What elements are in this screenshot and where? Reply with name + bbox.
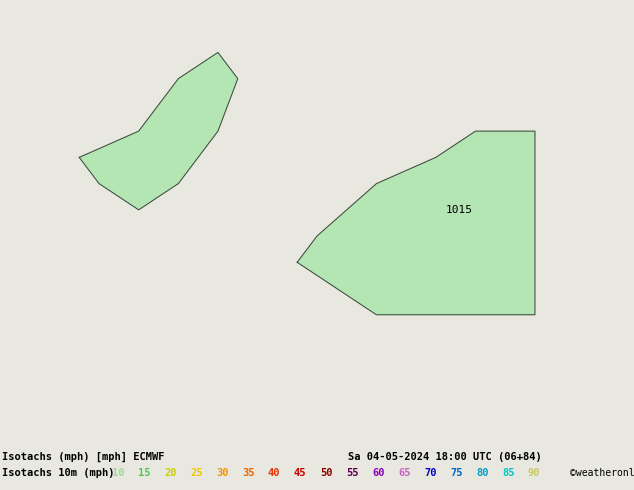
Text: 55: 55 <box>346 468 358 478</box>
Text: 1015: 1015 <box>446 205 473 215</box>
Text: 50: 50 <box>320 468 332 478</box>
Text: 85: 85 <box>502 468 515 478</box>
Text: 60: 60 <box>372 468 384 478</box>
Text: 25: 25 <box>190 468 202 478</box>
Text: Sa 04-05-2024 18:00 UTC (06+84): Sa 04-05-2024 18:00 UTC (06+84) <box>348 452 541 462</box>
Text: Isotachs (mph) [mph] ECMWF: Isotachs (mph) [mph] ECMWF <box>2 452 164 462</box>
Text: 20: 20 <box>164 468 176 478</box>
Text: 90: 90 <box>528 468 541 478</box>
Text: 45: 45 <box>294 468 306 478</box>
Text: 65: 65 <box>398 468 410 478</box>
Text: 70: 70 <box>424 468 436 478</box>
Text: 10: 10 <box>112 468 124 478</box>
Text: 40: 40 <box>268 468 280 478</box>
Polygon shape <box>297 131 535 315</box>
Text: 75: 75 <box>450 468 462 478</box>
Polygon shape <box>79 52 238 210</box>
Text: 30: 30 <box>216 468 228 478</box>
Text: 80: 80 <box>476 468 489 478</box>
Text: ©weatheronline.co.uk: ©weatheronline.co.uk <box>570 468 634 478</box>
Text: 15: 15 <box>138 468 150 478</box>
Text: Isotachs 10m (mph): Isotachs 10m (mph) <box>2 468 115 478</box>
Text: 35: 35 <box>242 468 254 478</box>
